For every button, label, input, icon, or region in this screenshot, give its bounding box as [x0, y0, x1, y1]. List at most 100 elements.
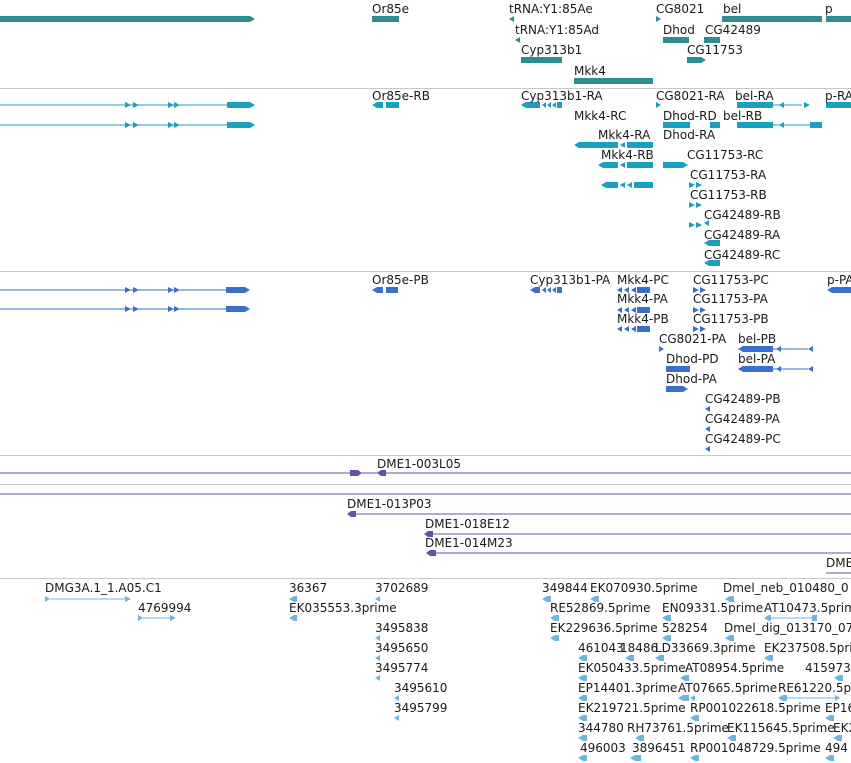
feature-glyph[interactable]	[690, 695, 695, 701]
feature-label[interactable]: DME1-014M23	[425, 536, 513, 550]
feature-glyph[interactable]	[377, 470, 386, 476]
feature-label[interactable]: CG8021-RA	[656, 89, 725, 103]
feature-glyph[interactable]	[656, 16, 661, 22]
feature-label[interactable]: CG8021-PA	[659, 332, 727, 346]
feature-label[interactable]: 528254	[662, 621, 708, 635]
feature-glyph[interactable]	[125, 596, 131, 602]
feature-glyph[interactable]	[578, 695, 587, 701]
feature-glyph[interactable]	[133, 306, 139, 312]
feature-glyph[interactable]	[624, 287, 629, 293]
feature-glyph[interactable]	[804, 102, 810, 108]
feature-glyph[interactable]	[689, 182, 695, 188]
feature-glyph[interactable]	[552, 287, 556, 293]
feature-glyph[interactable]	[521, 102, 540, 108]
feature-glyph[interactable]	[386, 287, 398, 293]
feature-label[interactable]: RH73761.5prime	[627, 721, 729, 735]
feature-glyph[interactable]	[693, 287, 699, 293]
feature-glyph[interactable]	[727, 735, 736, 741]
feature-label[interactable]: 494	[825, 741, 848, 755]
feature-glyph[interactable]	[833, 735, 842, 741]
feature-glyph[interactable]	[226, 306, 250, 312]
feature-glyph[interactable]	[625, 655, 634, 661]
feature-glyph[interactable]	[375, 635, 380, 641]
feature-glyph[interactable]	[550, 615, 559, 621]
feature-glyph[interactable]	[637, 307, 650, 313]
feature-glyph[interactable]	[174, 122, 180, 128]
feature-glyph[interactable]	[578, 715, 587, 721]
feature-glyph[interactable]	[386, 102, 399, 108]
feature-label[interactable]: Mkk4-RB	[601, 148, 654, 162]
feature-glyph[interactable]	[627, 182, 632, 188]
feature-glyph[interactable]	[578, 675, 587, 681]
feature-glyph[interactable]	[700, 326, 706, 332]
feature-label[interactable]: Or85e-PB	[372, 273, 429, 287]
feature-glyph[interactable]	[620, 182, 625, 188]
feature-glyph[interactable]	[826, 102, 851, 108]
feature-glyph[interactable]	[547, 102, 551, 108]
feature-glyph[interactable]	[666, 386, 688, 392]
feature-glyph[interactable]	[776, 346, 781, 352]
feature-label[interactable]: 3702689	[375, 581, 429, 595]
feature-label[interactable]: bel-PA	[738, 352, 776, 366]
feature-glyph[interactable]	[133, 102, 139, 108]
feature-label[interactable]: 3495838	[375, 621, 429, 635]
feature-glyph[interactable]	[617, 307, 622, 313]
feature-glyph[interactable]	[705, 426, 710, 432]
feature-glyph[interactable]	[835, 695, 840, 701]
feature-label[interactable]: EK237508.5prime	[764, 641, 851, 655]
feature-label[interactable]: 3896451	[632, 741, 686, 755]
feature-glyph[interactable]	[0, 16, 255, 22]
feature-glyph[interactable]	[635, 735, 644, 741]
feature-glyph[interactable]	[372, 287, 383, 293]
feature-label[interactable]: Dmel_dig_013170_07	[724, 621, 851, 635]
feature-label[interactable]: Mkk4-PA	[617, 292, 668, 306]
feature-glyph[interactable]	[631, 307, 636, 313]
feature-glyph[interactable]	[598, 162, 618, 168]
feature-glyph[interactable]	[557, 287, 562, 293]
feature-label[interactable]: bel-RB	[723, 109, 763, 123]
feature-glyph[interactable]	[624, 307, 629, 313]
feature-label[interactable]: EK2	[833, 721, 851, 735]
feature-glyph[interactable]	[825, 715, 834, 721]
feature-label[interactable]: Or85e	[372, 2, 410, 16]
feature-glyph[interactable]	[690, 755, 699, 761]
feature-glyph[interactable]	[696, 202, 702, 208]
feature-label[interactable]: tRNA:Y1:85Ae	[509, 2, 593, 16]
feature-label[interactable]: 3495799	[394, 701, 448, 715]
feature-label[interactable]: Dhod-PD	[666, 352, 719, 366]
feature-label[interactable]: Or85e-RB	[372, 89, 430, 103]
feature-label[interactable]: 461043	[578, 641, 624, 655]
feature-label[interactable]: CG42489-PA	[705, 412, 780, 426]
feature-label[interactable]: EN09331.5prime	[662, 601, 764, 615]
feature-glyph[interactable]	[634, 182, 653, 188]
feature-label[interactable]: Mkk4-PB	[617, 312, 669, 326]
feature-glyph[interactable]	[655, 655, 664, 661]
feature-label[interactable]: Cyp313b1-PA	[530, 273, 611, 287]
feature-label[interactable]: CG11753	[687, 43, 743, 57]
feature-glyph[interactable]	[542, 287, 546, 293]
feature-label[interactable]: EK219721.5prime	[578, 701, 686, 715]
feature-glyph[interactable]	[779, 122, 784, 128]
feature-label[interactable]: 3495774	[375, 661, 429, 675]
feature-glyph[interactable]	[663, 162, 688, 168]
feature-glyph[interactable]	[630, 755, 641, 761]
feature-glyph[interactable]	[515, 37, 520, 43]
feature-glyph[interactable]	[690, 715, 699, 721]
feature-label[interactable]: bel-PB	[738, 332, 777, 346]
feature-glyph[interactable]	[689, 202, 695, 208]
feature-label[interactable]: p	[825, 2, 833, 16]
feature-glyph[interactable]	[226, 287, 250, 293]
feature-glyph[interactable]	[174, 306, 180, 312]
feature-glyph[interactable]	[693, 326, 699, 332]
feature-label[interactable]: CG11753-RC	[687, 148, 764, 162]
feature-glyph[interactable]	[704, 240, 709, 246]
feature-label[interactable]: EK229636.5prime	[550, 621, 658, 635]
feature-glyph[interactable]	[375, 655, 380, 661]
feature-label[interactable]: 36367	[289, 581, 328, 595]
feature-label[interactable]: Mkk4-RC	[574, 109, 627, 123]
feature-label[interactable]: AT07665.5prime	[678, 681, 778, 695]
feature-glyph[interactable]	[289, 596, 297, 602]
feature-glyph[interactable]	[601, 182, 618, 188]
feature-glyph[interactable]	[617, 326, 622, 332]
feature-glyph[interactable]	[659, 346, 664, 352]
